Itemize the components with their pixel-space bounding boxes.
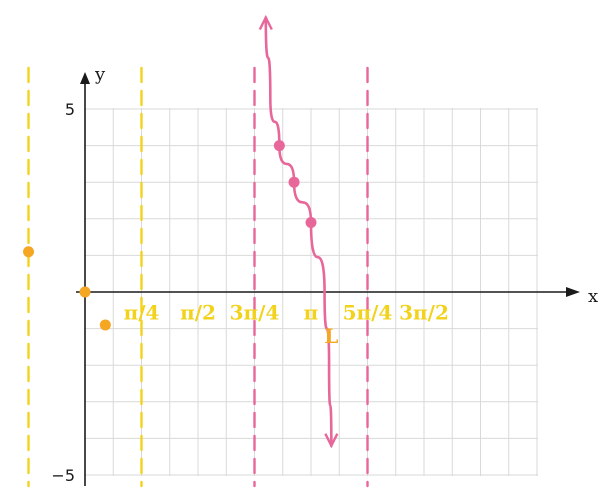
data-point [273, 140, 285, 152]
x-tick-label: π/4 [124, 300, 160, 324]
x-tick-label: π/2 [180, 300, 216, 324]
x-axis-arrow [566, 287, 580, 297]
curve-arrow-down [324, 433, 339, 449]
data-point [99, 319, 111, 331]
data-point [79, 286, 91, 298]
curve-arrow-up [258, 14, 273, 31]
y-tick-label: −5 [51, 466, 75, 485]
tangent-curve [264, 16, 333, 448]
x-tick-label: π [304, 300, 319, 324]
data-point [23, 246, 34, 258]
y-axis-arrow [80, 72, 90, 84]
data-point [305, 216, 317, 228]
annotation-text: L [324, 324, 338, 348]
x-axis-label: x [588, 286, 598, 307]
x-tick-label: 3π/2 [399, 300, 449, 324]
x-tick-label: 3π/4 [230, 300, 280, 324]
data-point [288, 176, 300, 188]
x-tick-label: 5π/4 [343, 300, 393, 324]
y-tick-label: 5 [65, 100, 75, 119]
y-axis-label: y [94, 64, 106, 85]
